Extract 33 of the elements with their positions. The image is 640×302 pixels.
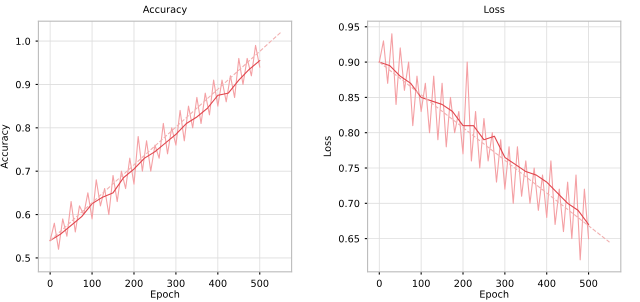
y-tick-label: 0.90 xyxy=(338,58,360,66)
y-tick-label: 0.6 xyxy=(16,211,30,218)
x-tick-label: 400 xyxy=(209,280,226,287)
y-axis-title: Accuracy xyxy=(0,124,10,169)
x-axis-title: Epoch xyxy=(480,290,508,300)
y-tick-label: 0.8 xyxy=(16,124,30,132)
x-tick-label: 100 xyxy=(412,280,430,287)
y-axis-title: Loss xyxy=(324,136,331,156)
y-tick-label: 1.0 xyxy=(16,38,30,45)
x-tick-label: 300 xyxy=(167,280,185,287)
x-tick-label: 500 xyxy=(251,280,268,287)
line-series xyxy=(378,33,590,260)
y-tick-label: 0.70 xyxy=(338,200,360,208)
x-tick-label: 200 xyxy=(125,280,143,287)
y-tick-label: 0.75 xyxy=(338,164,360,172)
x-tick-label: 500 xyxy=(580,280,598,287)
y-tick-label: 0.65 xyxy=(338,235,360,242)
x-tick-label: 400 xyxy=(538,280,556,287)
x-axis-title: Epoch xyxy=(151,290,180,300)
x-tick-label: 0 xyxy=(48,280,53,287)
y-tick-label: 0.7 xyxy=(16,168,30,176)
y-tick-label: 0.9 xyxy=(16,80,30,88)
chart-title: Accuracy xyxy=(142,6,187,15)
y-tick-label: 0.95 xyxy=(338,23,360,31)
x-tick-label: 100 xyxy=(84,280,101,287)
x-tick-label: 300 xyxy=(496,280,514,287)
x-tick-label: 0 xyxy=(376,280,382,287)
x-tick-label: 200 xyxy=(454,280,472,287)
y-tick-label: 0.80 xyxy=(338,129,360,137)
y-tick-label: 0.85 xyxy=(338,94,360,102)
line-series xyxy=(378,62,590,226)
y-tick-label: 0.5 xyxy=(16,254,30,262)
chart-title: Loss xyxy=(484,6,504,13)
